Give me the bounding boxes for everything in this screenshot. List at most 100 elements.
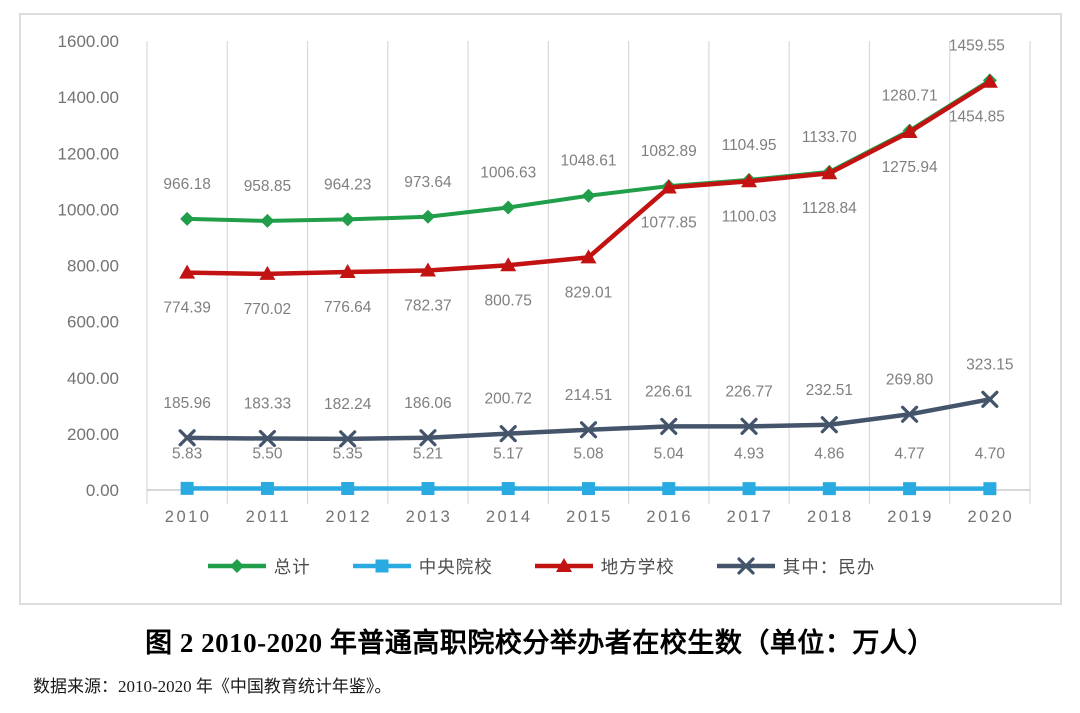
marker-local-schools-2019 xyxy=(901,123,918,138)
data-label-private-2018: 232.51 xyxy=(806,382,853,399)
marker-central-schools-2019 xyxy=(903,482,917,496)
marker-local-schools-2012 xyxy=(339,264,356,279)
y-axis-tick-label: 800.00 xyxy=(67,257,119,276)
data-label-total-2018: 1133.70 xyxy=(802,129,857,146)
legend-triangle-icon xyxy=(534,558,593,572)
y-axis-tick-label: 0.00 xyxy=(86,481,119,500)
marker-central-schools-2014 xyxy=(501,482,515,496)
marker-total-2013 xyxy=(420,209,435,224)
y-axis-tick-label: 1000.00 xyxy=(58,200,119,219)
x-axis-tick-label: 2011 xyxy=(246,508,291,526)
marker-private-2012 xyxy=(339,430,357,448)
marker-total-2010 xyxy=(180,211,195,226)
data-label-central-schools-2019: 4.77 xyxy=(895,446,925,463)
marker-private-2010 xyxy=(178,429,196,447)
marker-total-2014 xyxy=(501,200,516,215)
data-label-central-schools-2020: 4.70 xyxy=(975,446,1006,463)
data-label-private-2016: 226.61 xyxy=(645,383,692,400)
data-label-central-schools-2015: 5.08 xyxy=(573,446,603,463)
marker-total-2015 xyxy=(581,188,596,203)
data-label-local-schools-2017: 1100.03 xyxy=(722,208,777,225)
marker-central-schools-2012 xyxy=(341,481,355,495)
data-label-central-schools-2016: 5.04 xyxy=(654,446,685,463)
data-label-local-schools-2015: 829.01 xyxy=(565,284,612,301)
data-label-local-schools-2011: 770.02 xyxy=(244,301,291,318)
marker-private-2017 xyxy=(740,417,758,435)
data-label-total-2019: 1280.71 xyxy=(882,88,938,105)
marker-local-schools-2013 xyxy=(419,262,436,277)
marker-local-schools-2020 xyxy=(981,73,998,88)
marker-central-schools-2018 xyxy=(822,482,836,496)
y-axis-tick-label: 1400.00 xyxy=(58,88,119,107)
data-label-private-2011: 183.33 xyxy=(244,396,291,413)
data-label-private-2019: 269.80 xyxy=(886,371,934,388)
legend-label-local-schools: 地方学校 xyxy=(600,556,675,577)
legend-diamond-icon xyxy=(207,559,266,573)
legend-item-total: 总计 xyxy=(207,554,311,579)
legend-label-total: 总计 xyxy=(273,556,311,577)
x-axis-tick-label: 2015 xyxy=(566,508,613,526)
x-axis-tick-label: 2013 xyxy=(406,508,453,526)
figure-source-note: 数据来源：2010-2020 年《中国教育统计年鉴》。 xyxy=(33,677,392,696)
marker-private-2019 xyxy=(900,405,919,423)
marker-local-schools-2015 xyxy=(580,249,597,264)
legend-item-local-schools: 地方学校 xyxy=(534,554,675,579)
data-label-local-schools-2016: 1077.85 xyxy=(641,215,697,232)
x-axis-tick-label: 2012 xyxy=(325,508,372,526)
x-axis-tick-label: 2018 xyxy=(807,508,854,526)
y-axis-tick-label: 200.00 xyxy=(67,425,119,444)
chart-frame xyxy=(19,13,1062,605)
data-label-total-2013: 973.64 xyxy=(404,174,452,191)
marker-central-schools-2013 xyxy=(421,482,435,496)
marker-central-schools-2020 xyxy=(983,482,997,496)
marker-private-2013 xyxy=(419,429,437,447)
x-axis-tick-label: 2010 xyxy=(165,508,212,526)
marker-private-2018 xyxy=(820,416,838,434)
figure-title: 图 2 2010-2020 年普通高职院校分举办者在校生数（单位：万人） xyxy=(145,628,935,658)
data-label-private-2020: 323.15 xyxy=(966,356,1013,373)
marker-central-schools-2015 xyxy=(582,482,595,496)
chart-legend: 总计 中央院校 地方学校 其中：民办 xyxy=(19,551,1064,581)
data-label-central-schools-2012: 5.35 xyxy=(333,445,363,462)
marker-private-2015 xyxy=(579,421,598,439)
data-label-local-schools-2013: 782.37 xyxy=(404,297,451,314)
data-label-central-schools-2010: 5.83 xyxy=(172,445,202,462)
marker-private-2011 xyxy=(258,429,277,448)
legend-x-icon xyxy=(716,557,775,575)
x-axis-tick-label: 2016 xyxy=(646,508,693,526)
data-label-local-schools-2020: 1454.85 xyxy=(949,109,1005,126)
data-label-local-schools-2012: 776.64 xyxy=(324,299,372,316)
x-axis-tick-label: 2014 xyxy=(486,508,533,526)
marker-local-schools-2014 xyxy=(500,257,517,272)
data-label-total-2020: 1459.55 xyxy=(949,37,1005,54)
y-axis-tick-label: 1200.00 xyxy=(58,144,119,163)
data-label-private-2012: 182.24 xyxy=(324,396,372,413)
marker-central-schools-2011 xyxy=(260,481,274,495)
marker-private-2020 xyxy=(981,390,999,408)
marker-private-2016 xyxy=(660,417,678,436)
data-label-private-2014: 200.72 xyxy=(485,391,532,408)
data-label-central-schools-2018: 4.86 xyxy=(814,446,844,463)
data-label-private-2013: 186.06 xyxy=(404,395,451,412)
x-axis-tick-label: 2020 xyxy=(968,508,1015,526)
marker-total-2011 xyxy=(260,213,275,228)
data-label-local-schools-2019: 1275.94 xyxy=(882,159,938,176)
data-label-local-schools-2018: 1128.84 xyxy=(802,200,857,217)
legend-label-central-schools: 中央院校 xyxy=(418,556,493,577)
data-label-total-2011: 958.85 xyxy=(244,178,291,195)
legend-square-icon xyxy=(352,559,411,573)
data-label-total-2016: 1082.89 xyxy=(641,143,697,160)
data-label-private-2015: 214.51 xyxy=(565,387,612,404)
legend-item-central-schools: 中央院校 xyxy=(352,554,493,579)
x-axis-tick-label: 2019 xyxy=(887,508,934,526)
data-label-local-schools-2010: 774.39 xyxy=(163,300,210,317)
legend-label-private: 其中：民办 xyxy=(782,556,876,577)
data-label-local-schools-2014: 800.75 xyxy=(485,292,532,309)
data-label-private-2017: 226.77 xyxy=(725,383,772,400)
y-axis-tick-label: 600.00 xyxy=(67,313,119,332)
marker-central-schools-2017 xyxy=(742,482,756,496)
marker-central-schools-2010 xyxy=(180,481,194,495)
marker-central-schools-2016 xyxy=(662,482,676,496)
data-label-total-2015: 1048.61 xyxy=(560,153,616,170)
